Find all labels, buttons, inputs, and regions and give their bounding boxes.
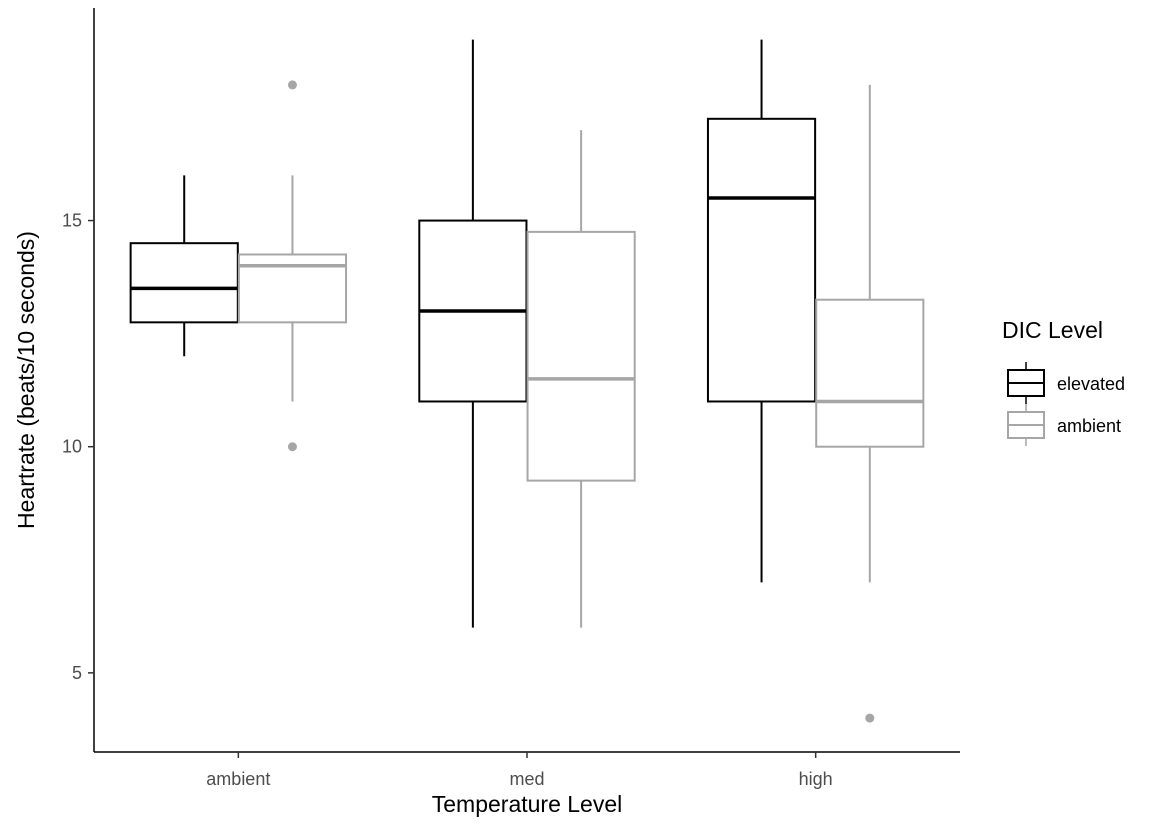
legend-key-elevated: elevated	[1007, 362, 1125, 404]
legend-key-ambient: ambient	[1007, 404, 1121, 446]
box-ambient-ambient	[237, 80, 348, 452]
legend: DIC Level elevated ambient	[1002, 317, 1125, 446]
box-ambient-med	[526, 130, 636, 628]
outlier-point	[287, 442, 297, 452]
outlier-point	[865, 713, 875, 723]
box-elevated-med	[418, 39, 528, 628]
x-axis-ticks: ambient med high	[206, 752, 833, 789]
y-tick-label: 5	[72, 663, 82, 683]
legend-title: DIC Level	[1002, 317, 1103, 343]
box-ambient-high	[815, 84, 925, 723]
y-axis-ticks: 5 10 15	[62, 211, 94, 683]
y-tick-label: 15	[62, 211, 82, 231]
x-axis-title: Temperature Level	[432, 791, 623, 817]
x-tick-label: med	[509, 769, 544, 789]
box-elevated-high	[706, 39, 817, 583]
box-iqr	[706, 117, 817, 403]
legend-label-elevated: elevated	[1057, 374, 1125, 394]
legend-keys: elevated ambient	[1007, 362, 1125, 446]
box-elevated-ambient	[129, 175, 239, 357]
y-tick-label: 10	[62, 437, 82, 457]
legend-label-ambient: ambient	[1057, 416, 1121, 436]
box-iqr	[526, 230, 636, 482]
box-iqr	[815, 298, 925, 448]
x-tick-label: high	[799, 769, 833, 789]
outlier-point	[287, 80, 297, 90]
box-iqr	[129, 242, 239, 324]
x-tick-label: ambient	[206, 769, 270, 789]
plot-marks	[129, 39, 925, 723]
y-axis-title: Heartrate (beats/10 seconds)	[13, 231, 39, 529]
